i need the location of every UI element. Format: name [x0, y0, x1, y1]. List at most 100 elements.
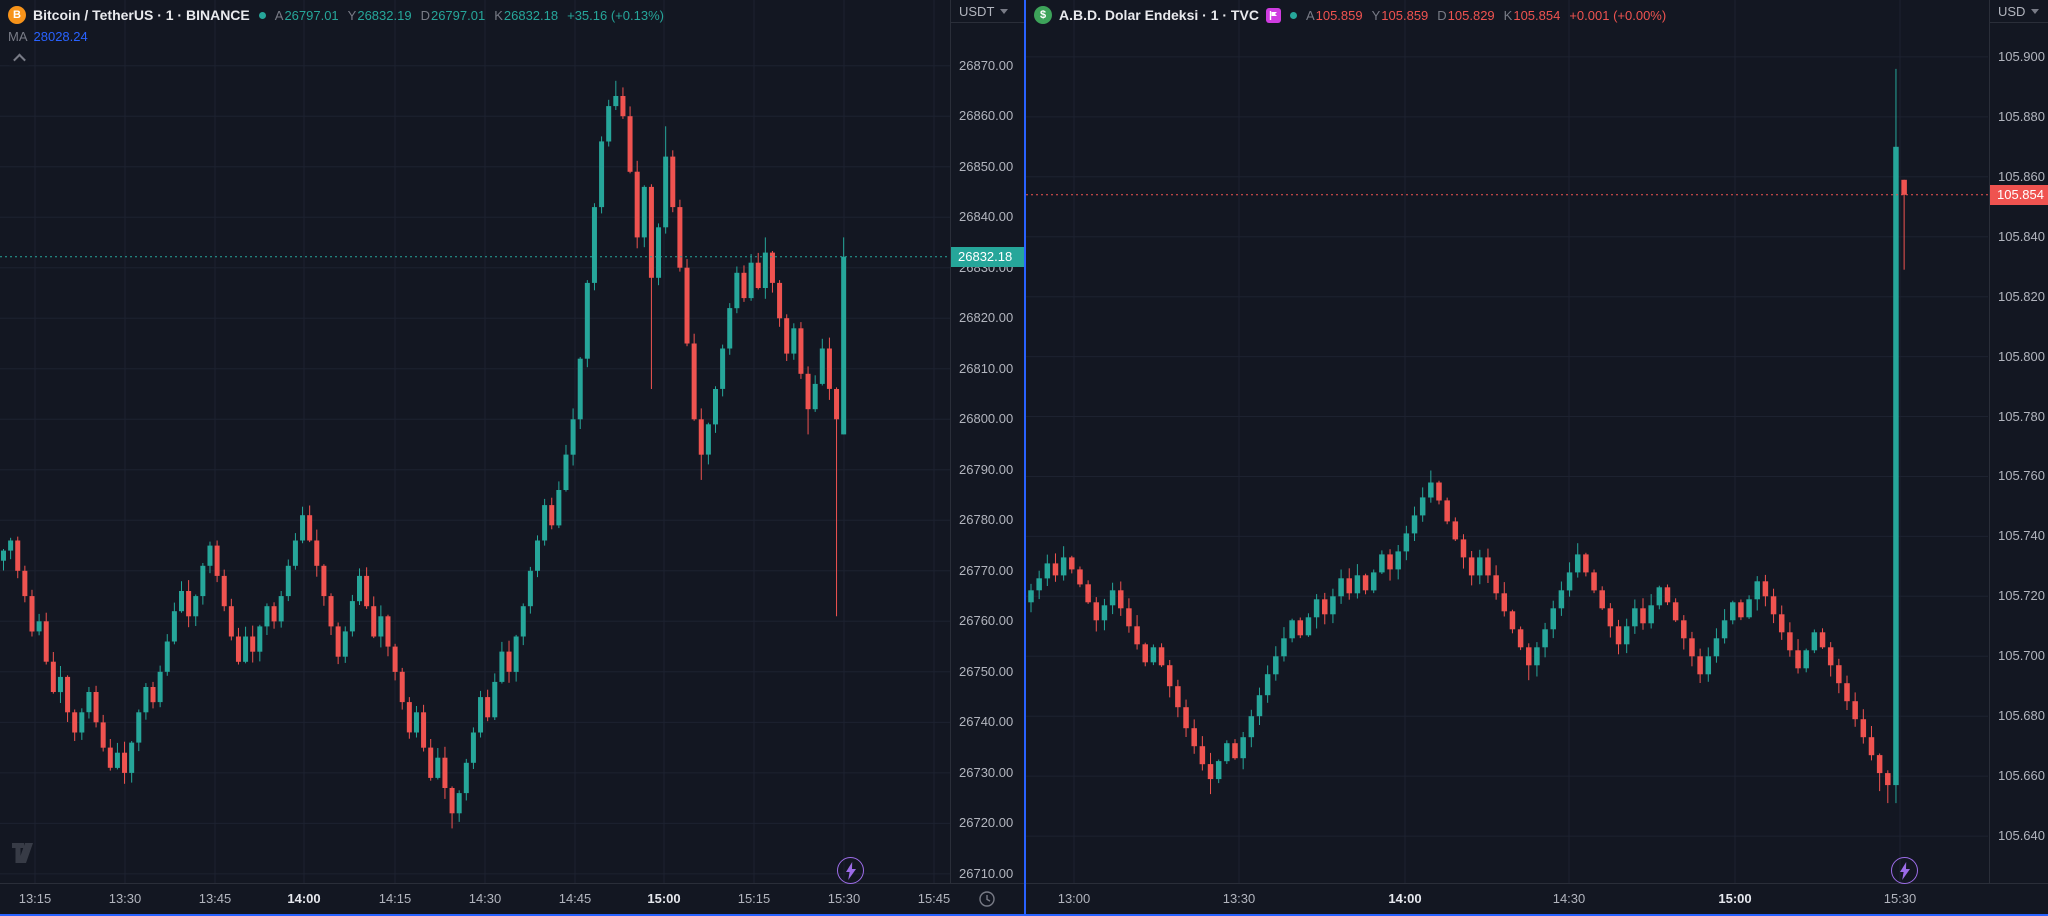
high-label: Y [347, 7, 357, 23]
chevron-down-icon [1000, 8, 1009, 14]
price-tick-label: 105.680 [1998, 708, 2045, 724]
btc-symbol-title[interactable]: Bitcoin / TetherUS · 1 · BINANCE [33, 7, 250, 23]
price-tick-label: 26780.00 [959, 512, 1014, 528]
dxy-price-scale[interactable]: USD 105.900 105.880 105.860 105.840 105.820 1… [1989, 0, 2048, 884]
price-tick-label: 26760.00 [959, 613, 1014, 629]
open-value: 26797.01 [284, 7, 339, 23]
time-tick-label: 14:30 [1552, 891, 1586, 906]
high-value: 105.859 [1381, 7, 1429, 23]
currency-selector[interactable]: USDT [951, 0, 1024, 23]
btc-last-price-badge: 26832.18 [951, 246, 1024, 267]
price-tick-label: 26820.00 [959, 310, 1014, 326]
price-tick-label: 26710.00 [959, 865, 1014, 881]
market-open-dot [1289, 11, 1297, 19]
bitcoin-icon: B [8, 6, 26, 24]
time-tick-label: 14:45 [558, 891, 592, 906]
change-value: +0.001 (+0.00%) [1569, 7, 1667, 23]
dxy-symbol-title[interactable]: A.B.D. Dolar Endeksi · 1 · TVC [1059, 7, 1259, 23]
dollar-index-icon: $ [1034, 6, 1052, 24]
high-label: Y [1371, 7, 1381, 23]
price-tick-label: 105.780 [1998, 408, 2045, 424]
price-tick-label: 26810.00 [959, 360, 1014, 376]
time-tick-label: 13:15 [18, 891, 52, 906]
time-tick-label: 15:00 [1718, 891, 1752, 906]
open-label: A [274, 7, 284, 23]
lightning-bolt-icon [845, 861, 856, 880]
pane-dxy: $ A.B.D. Dolar Endeksi · 1 · TVC A 105.85… [1026, 0, 2048, 914]
time-tick-label: 13:45 [198, 891, 232, 906]
price-tick-label: 26750.00 [959, 663, 1014, 679]
chevron-up-icon [12, 53, 26, 66]
time-tick-label: 14:00 [1388, 891, 1422, 906]
ma-indicator-legend[interactable]: MA 28028.24 [8, 29, 88, 44]
time-tick-label: 14:15 [378, 891, 412, 906]
price-tick-label: 26860.00 [959, 108, 1014, 124]
time-tick-label: 15:45 [917, 891, 951, 906]
close-label: K [494, 7, 503, 23]
close-value: 26832.18 [503, 7, 559, 23]
price-tick-label: 105.820 [1998, 288, 2045, 304]
low-value: 105.829 [1447, 7, 1495, 23]
market-open-dot [258, 11, 266, 19]
btc-ohlc-values: A 26797.01 Y 26832.19 D 26797.01 K 26832.18 … [275, 8, 664, 23]
price-tick-label: 26770.00 [959, 562, 1014, 578]
price-tick-label: 26870.00 [959, 57, 1014, 73]
currency-label: USD [1998, 3, 2026, 19]
price-tick-label: 26790.00 [959, 461, 1014, 477]
currency-label: USDT [959, 3, 995, 19]
time-tick-label: 15:15 [737, 891, 771, 906]
time-tick-label: 13:30 [1222, 891, 1256, 906]
time-tick-label: 14:00 [287, 891, 321, 906]
time-tick-label: 13:00 [1057, 891, 1091, 906]
dxy-last-price-badge: 105.854 [1990, 184, 2048, 205]
close-label: K [1503, 7, 1513, 23]
ma-value: 28028.24 [33, 29, 88, 44]
instant-trading-button[interactable] [1891, 857, 1918, 884]
pane-divider[interactable] [1024, 0, 1026, 914]
tradingview-logo [12, 843, 42, 870]
price-tick-label: 105.760 [1998, 468, 2045, 484]
price-tick-label: 26740.00 [959, 714, 1014, 730]
price-tick-label: 26850.00 [959, 158, 1014, 174]
price-tick-label: 26720.00 [959, 815, 1014, 831]
btc-legend[interactable]: B Bitcoin / TetherUS · 1 · BINANCE A 2679… [8, 6, 664, 24]
low-label: D [420, 7, 430, 23]
price-tick-label: 105.660 [1998, 768, 2045, 784]
low-value: 26797.01 [430, 7, 486, 23]
delayed-data-icon[interactable] [1265, 7, 1281, 23]
close-value: 105.854 [1513, 7, 1561, 23]
price-tick-label: 105.800 [1998, 348, 2045, 364]
price-tick-label: 26840.00 [959, 209, 1014, 225]
high-value: 26832.19 [357, 7, 412, 23]
timezone-clock-icon[interactable] [978, 890, 996, 913]
legend-collapse-button[interactable] [8, 50, 30, 66]
price-tick-label: 105.880 [1998, 108, 2045, 124]
chevron-down-icon [2031, 8, 2040, 14]
dxy-candlestick-chart[interactable] [1026, 0, 1988, 884]
price-tick-label: 105.720 [1998, 588, 2045, 604]
btc-time-axis[interactable]: 13:15 13:30 13:45 14:00 14:15 14:30 14:45 15:00… [0, 883, 1024, 914]
price-tick-label: 105.860 [1998, 168, 2045, 184]
dxy-time-axis[interactable]: 13:00 13:30 14:00 14:30 15:00 15:30 [1026, 883, 2048, 914]
price-tick-label: 105.640 [1998, 828, 2045, 844]
dxy-legend[interactable]: $ A.B.D. Dolar Endeksi · 1 · TVC A 105.85… [1034, 6, 1666, 24]
open-value: 105.859 [1315, 7, 1363, 23]
price-tick-label: 105.700 [1998, 648, 2045, 664]
open-label: A [1305, 7, 1315, 23]
time-tick-label: 15:30 [827, 891, 861, 906]
ma-label: MA [8, 29, 28, 44]
instant-trading-button[interactable] [837, 857, 864, 884]
price-tick-label: 105.740 [1998, 528, 2045, 544]
currency-selector[interactable]: USD [1990, 0, 2048, 23]
time-tick-label: 15:00 [647, 891, 681, 906]
price-tick-label: 26800.00 [959, 411, 1014, 427]
time-tick-label: 15:30 [1883, 891, 1917, 906]
low-label: D [1437, 7, 1447, 23]
change-value: +35.16 (+0.13%) [567, 7, 664, 23]
btc-price-scale[interactable]: USDT 26870.00 26860.00 26850.00 26840.00 268… [950, 0, 1024, 884]
btc-candlestick-chart[interactable] [0, 0, 950, 884]
price-tick-label: 105.900 [1998, 48, 2045, 64]
dxy-ohlc-values: A 105.859 Y 105.859 D 105.829 K 105.854 +0.0… [1306, 8, 1666, 23]
time-tick-label: 14:30 [468, 891, 502, 906]
